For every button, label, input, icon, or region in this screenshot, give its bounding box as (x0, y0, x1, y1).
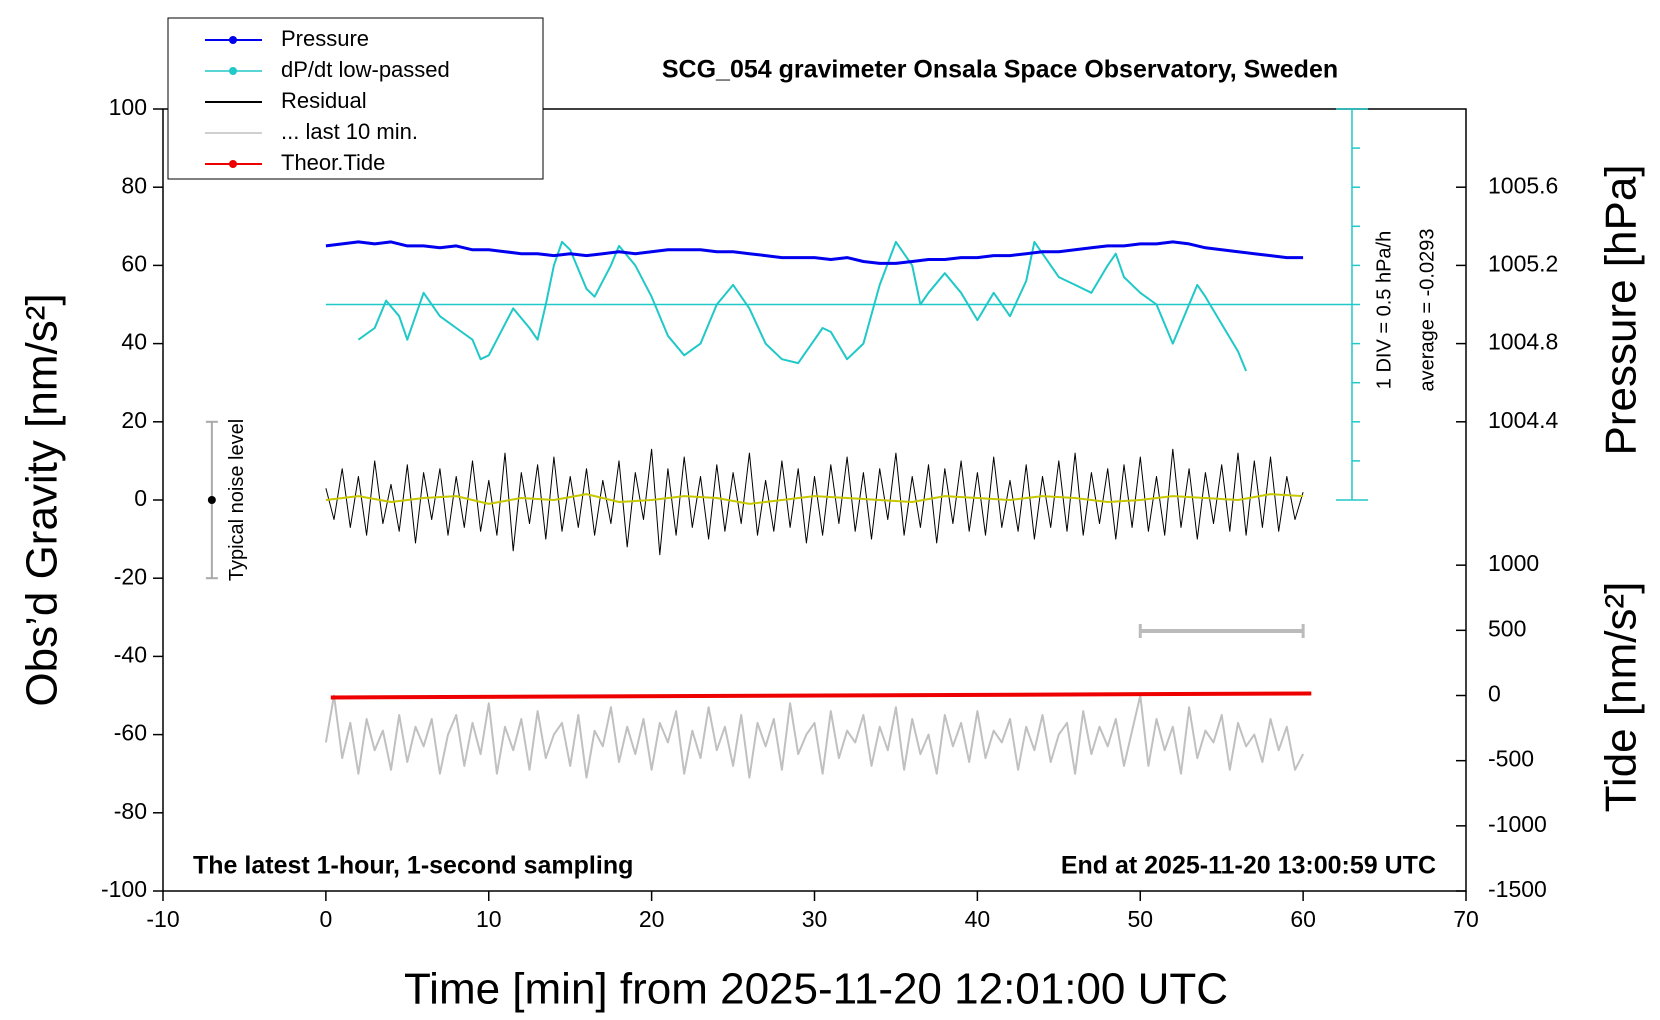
series-line (325, 240, 1304, 265)
annotation: End at 2025-11-20 13:00:59 UTC (1061, 852, 1436, 880)
y-tick-label: -40 (114, 641, 147, 667)
series-line (330, 691, 1312, 700)
y-tick-label: -20 (114, 563, 147, 589)
y3-axis-label: Tide [nm/s²] (1597, 582, 1646, 813)
x-tick-label: 40 (965, 906, 991, 932)
y-axis-label: Obs’d Gravity [nm/s²] (18, 293, 67, 706)
legend-marker (229, 36, 237, 44)
annotation: average = -0.0293 (1416, 229, 1438, 392)
y-tick-label: 20 (121, 407, 147, 433)
noise-label: Typical noise level (226, 419, 248, 581)
y3-tick-label: 500 (1488, 615, 1526, 641)
x-tick-label: 20 (639, 906, 665, 932)
y-tick-label: 40 (121, 329, 147, 355)
x-tick-label: 30 (802, 906, 828, 932)
y2-tick-label: 1005.2 (1488, 250, 1558, 276)
y2-tick-label: 1004.8 (1488, 329, 1558, 355)
y-tick-label: -60 (114, 720, 147, 746)
x-tick-label: 50 (1127, 906, 1153, 932)
series-line (325, 493, 1304, 505)
legend-label: Theor.Tide (281, 150, 385, 175)
x-tick-label: 70 (1453, 906, 1479, 932)
x-tick-label: -10 (146, 906, 179, 932)
legend-label: Pressure (281, 26, 369, 51)
noise-center (207, 496, 216, 504)
legend-label: ... last 10 min. (281, 119, 418, 144)
x-tick-label: 0 (319, 906, 332, 932)
y-tick-label: 60 (121, 250, 147, 276)
y3-tick-label: -1500 (1488, 876, 1547, 902)
series-line (325, 448, 1304, 556)
x-axis-label: Time [min] from 2025-11-20 12:01:00 UTC (404, 965, 1228, 1014)
y2-axis-label: Pressure [hPa] (1597, 164, 1646, 455)
y2-tick-label: 1005.6 (1488, 172, 1558, 198)
legend-label: dP/dt low-passed (281, 57, 450, 82)
x-tick-label: 60 (1290, 906, 1316, 932)
legend-marker (229, 67, 237, 75)
y-tick-label: 80 (121, 172, 147, 198)
y-tick-label: 100 (109, 94, 147, 120)
annotation: 1 DIV = 0.5 hPa/h (1373, 231, 1395, 389)
legend-label: Residual (281, 88, 367, 113)
legend-box (167, 17, 544, 180)
y3-tick-label: -1000 (1488, 811, 1547, 837)
x-tick-label: 10 (476, 906, 502, 932)
y-tick-label: -100 (101, 876, 147, 902)
y3-tick-label: 1000 (1488, 550, 1539, 576)
chart-title: SCG_054 gravimeter Onsala Space Observat… (662, 56, 1338, 84)
y3-tick-label: 0 (1488, 681, 1501, 707)
annotation: The latest 1-hour, 1-second sampling (193, 852, 633, 880)
legend-marker (229, 160, 237, 168)
y3-tick-label: -500 (1488, 746, 1534, 772)
y-tick-label: -80 (114, 798, 147, 824)
y2-tick-label: 1004.4 (1488, 407, 1559, 433)
series-line (357, 240, 1248, 372)
y-tick-label: 0 (134, 485, 147, 511)
